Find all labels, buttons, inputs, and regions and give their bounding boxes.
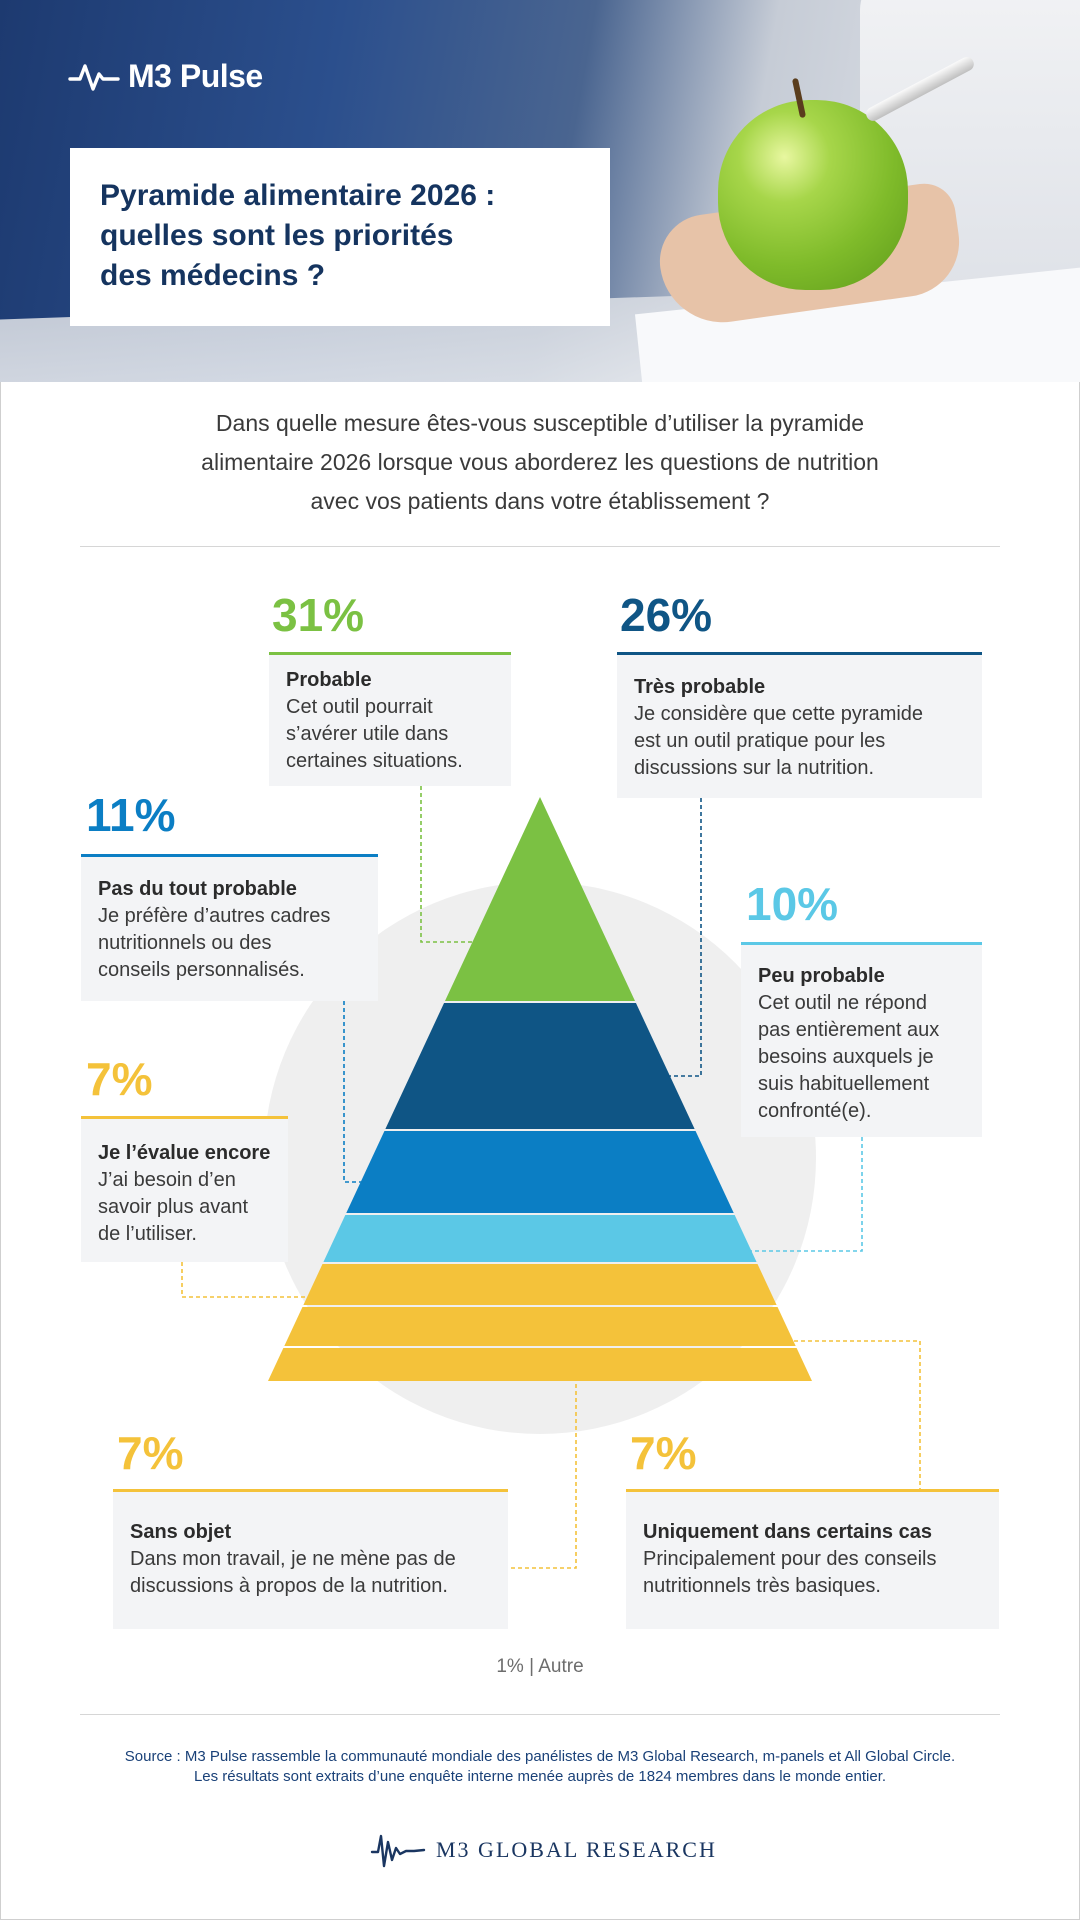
question-line-1: Dans quelle mesure êtes-vous susceptible… [215,410,865,436]
label-sans-objet: Sans objet [130,1521,232,1543]
pyramid-layer-probable [444,797,636,1001]
desc-probable-2: s’avérer utile dans [286,723,449,745]
desc-certains-cas-2: nutritionnels très basiques. [643,1575,881,1597]
pyramid-layer-tres-probable [385,1003,695,1129]
card-tres-probable: Très probable Je considère que cette pyr… [617,652,982,798]
card-certains-cas: Uniquement dans certains cas Principalem… [626,1489,999,1629]
desc-tres-probable-2: est un outil pratique pour les [634,730,886,752]
desc-peu-probable-3: besoins auxquels je [758,1046,934,1068]
other-note: 1% | Autre [496,1656,584,1677]
m3-global-research-logo: M3 GLOBAL RESEARCH [370,1830,717,1870]
footer-brand-name: M3 GLOBAL RESEARCH [436,1837,717,1862]
label-pas-du-tout: Pas du tout probable [98,878,297,900]
desc-pas-du-tout-2: nutritionnels ou des [98,932,272,954]
signal-wave-icon [370,1834,426,1868]
pyramid-layer-certains-cas [284,1307,796,1346]
label-evalue-encore: Je l’évalue encore [98,1142,271,1164]
pulse-wave-icon [68,63,120,91]
pyramid-layer-peu-probable [323,1215,757,1262]
pct-pas-du-tout: 11% [86,789,176,841]
pct-evalue-encore: 7% [86,1053,153,1105]
desc-evalue-encore-1: J’ai besoin d’en [98,1169,236,1191]
survey-question: Dans quelle mesure êtes-vous susceptible… [110,404,970,521]
leader-peu-probable [746,1137,863,1252]
desc-peu-probable-5: confronté(e). [758,1100,872,1122]
leader-sans-objet [510,1384,577,1569]
title-box: Pyramide alimentaire 2026 : quelles sont… [70,148,610,326]
brand-name: M3 Pulse [128,58,263,94]
label-peu-probable: Peu probable [758,965,885,987]
question-line-3: avec vos patients dans votre établisseme… [310,488,770,514]
pct-probable: 31% [272,589,365,641]
question-line-2: alimentaire 2026 lorsque vous aborderez … [201,449,879,475]
leader-probable [420,786,475,943]
desc-peu-probable-1: Cet outil ne répond [758,992,928,1014]
desc-evalue-encore-3: de l’utiliser. [98,1223,197,1245]
leader-certains-cas [787,1340,921,1492]
desc-probable-3: certaines situations. [286,750,463,772]
desc-sans-objet-1: Dans mon travail, je ne mène pas de [130,1548,456,1570]
card-pas-du-tout: Pas du tout probable Je préfère d’autres… [81,854,378,1001]
label-tres-probable: Très probable [634,676,766,698]
hero-banner: M3 Pulse Pyramide alimentaire 2026 : que… [0,0,1080,382]
desc-peu-probable-4: suis habituellement [758,1073,930,1095]
desc-tres-probable-3: discussions sur la nutrition. [634,757,875,779]
desc-pas-du-tout-1: Je préfère d’autres cadres [98,905,331,927]
pct-peu-probable: 10% [746,878,839,930]
pyramid-layer-pas-du-tout [346,1131,734,1213]
page-title-line-3: des médecins ? [100,259,326,292]
desc-evalue-encore-2: savoir plus avant [98,1196,249,1218]
pyramid-layer-sans-objet [268,1348,812,1381]
green-apple-photo [718,100,908,290]
source-line-1: Source : M3 Pulse rassemble la communaut… [124,1748,956,1765]
pct-tres-probable: 26% [620,589,713,641]
source-line-2: Les résultats sont extraits d’une enquêt… [193,1768,887,1785]
pct-certains-cas: 7% [630,1427,697,1479]
desc-tres-probable-1: Je considère que cette pyramide [634,703,924,725]
source-note: Source : M3 Pulse rassemble la communaut… [60,1747,1020,1787]
label-probable: Probable [286,669,372,691]
m3-pulse-logo: M3 Pulse [68,58,263,95]
leader-tres-probable [668,798,702,1077]
pct-sans-objet: 7% [117,1427,184,1479]
leader-pas-du-tout [343,1001,362,1183]
leader-evalue-encore [181,1262,313,1298]
divider-top [80,546,1000,547]
desc-pas-du-tout-3: conseils personnalisés. [98,959,305,981]
desc-certains-cas-1: Principalement pour des conseils [643,1548,937,1570]
card-sans-objet: Sans objet Dans mon travail, je ne mène … [113,1489,508,1629]
card-evalue-encore: Je l’évalue encore J’ai besoin d’en savo… [81,1116,288,1262]
page-title-line-2: quelles sont les priorités [100,219,454,252]
card-peu-probable: Peu probable Cet outil ne répond pas ent… [741,942,982,1137]
desc-peu-probable-2: pas entièrement aux [758,1019,940,1041]
page-title-line-1: Pyramide alimentaire 2026 : [100,179,496,212]
label-certains-cas: Uniquement dans certains cas [643,1521,932,1543]
divider-bottom [80,1714,1000,1715]
desc-probable-1: Cet outil pourrait [286,696,433,718]
card-probable: Probable Cet outil pourrait s’avérer uti… [269,652,511,786]
pyramid-layer-evalue-encore [303,1264,777,1305]
desc-sans-objet-2: discussions à propos de la nutrition. [130,1575,448,1597]
